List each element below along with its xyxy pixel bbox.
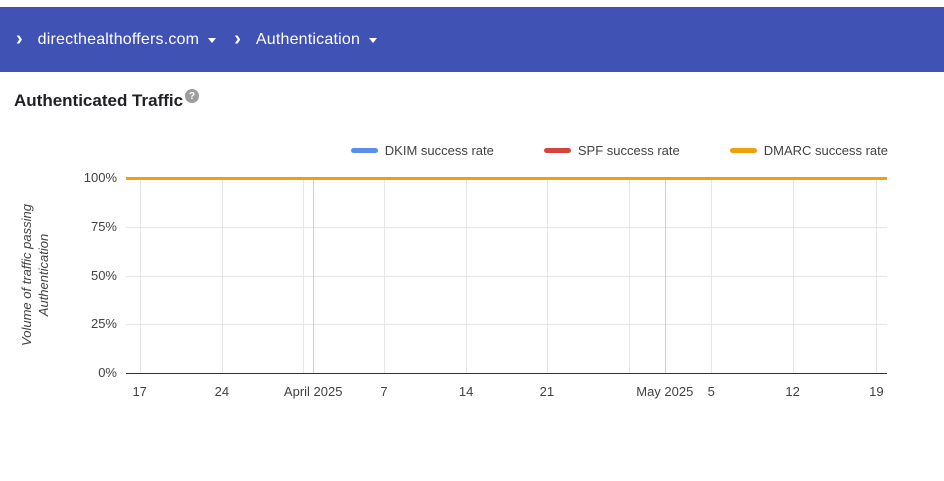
dashboard-selector[interactable]: Authentication: [255, 30, 378, 49]
y-tick-label: 0%: [98, 365, 117, 380]
domain-selector[interactable]: directhealthoffers.com: [38, 31, 217, 49]
x-tick-label: 24: [214, 384, 230, 399]
domain-selector-label: directhealthoffers.com: [37, 30, 200, 48]
month-gridline: [313, 178, 315, 373]
y-tick-label: 25%: [90, 316, 117, 332]
y-tick-label: 100%: [83, 170, 117, 185]
y-tick-label: 75%: [90, 218, 117, 234]
x-tick-label: 17: [132, 384, 147, 399]
vertical-gridline: [383, 178, 385, 373]
legend-label: DMARC success rate: [763, 143, 888, 158]
chart-legend: DKIM success rate SPF success rate DMARC s…: [350, 143, 888, 158]
x-tick-label: 21: [539, 384, 555, 399]
breadcrumb-bar: › directhealthoffers.com › Authenticatio…: [0, 7, 944, 72]
x-tick-label: 19: [869, 384, 884, 399]
x-tick-label: 12: [785, 384, 800, 399]
help-icon[interactable]: ?: [185, 89, 200, 103]
vertical-gridline: [466, 178, 468, 373]
legend-item-dkim[interactable]: DKIM success rate: [350, 143, 494, 158]
chevron-right-icon: ›: [234, 27, 241, 50]
dashboard-selector-label: Authentication: [255, 30, 361, 48]
legend-swatch-icon: [543, 148, 571, 153]
horizontal-gridline: [126, 275, 887, 277]
legend-label: SPF success rate: [577, 143, 680, 158]
vertical-gridline: [711, 178, 713, 373]
vertical-gridline: [303, 178, 305, 373]
month-gridline: [664, 178, 666, 373]
x-tick-label: 5: [707, 384, 715, 399]
x-tick-label: April 2025: [283, 384, 343, 399]
y-tick-label: 50%: [90, 267, 117, 283]
legend-item-spf[interactable]: SPF success rate: [543, 143, 680, 158]
legend-swatch-icon: [729, 148, 757, 153]
x-tick-label: May 2025: [636, 384, 694, 399]
horizontal-gridline: [126, 324, 887, 326]
x-tick-label: 7: [380, 384, 388, 399]
legend-swatch-icon: [350, 148, 378, 153]
vertical-gridline: [876, 178, 878, 373]
vertical-gridline: [629, 178, 631, 373]
vertical-gridline: [139, 178, 141, 373]
horizontal-gridline: [126, 226, 887, 228]
page-title: Authenticated Traffic: [14, 91, 184, 110]
vertical-gridline: [221, 178, 223, 373]
page-title-row: Authenticated Traffic ?: [14, 89, 200, 112]
x-tick-label: 14: [458, 384, 474, 399]
vertical-gridline: [546, 178, 548, 373]
series-line-dmarc: [126, 177, 887, 180]
legend-label: DKIM success rate: [384, 143, 494, 158]
dropdown-caret-icon: [208, 38, 217, 43]
chart-plot-area[interactable]: [126, 177, 887, 374]
dropdown-caret-icon: [369, 38, 378, 43]
legend-item-dmarc[interactable]: DMARC success rate: [729, 143, 888, 158]
chevron-right-icon: ›: [16, 27, 23, 50]
vertical-gridline: [792, 178, 794, 373]
